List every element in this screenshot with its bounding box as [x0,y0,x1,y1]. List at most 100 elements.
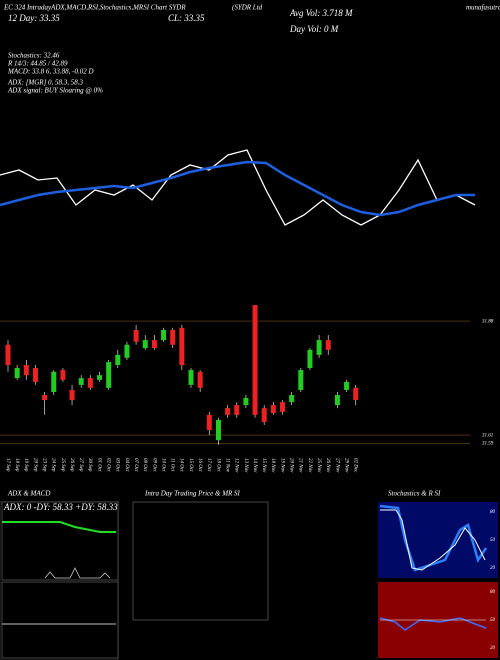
adx-line [2,521,116,533]
x-tick-label: 08 Oct [142,458,147,472]
macd: MACD: 33.8 6, 33.88, -0.02 D [7,68,94,76]
x-tick-label: 25 Nov [316,458,321,473]
close: CL: 33.35 [168,13,205,23]
x-tick-label: 02 Dec [353,458,358,473]
panel-title: Stochastics & R SI [388,490,441,498]
candle-body [23,365,29,376]
sma: 12 Day: 33.35 [8,13,60,23]
x-tick-label: 15 Oct [188,458,193,472]
candle-body [133,329,139,342]
candle-body [252,305,258,415]
candle-body [115,354,121,366]
panel-label: 20 [490,566,496,571]
x-tick-label: 11 Nov [224,458,229,473]
x-tick-label: 04 Oct [124,458,129,472]
panel-label: 50 [490,538,496,543]
panel-title: ADX & MACD [7,490,50,498]
x-tick-label: 27 Sep [78,458,83,472]
r: R 14/3: 44.85 / 42.89 [7,60,68,68]
candle-body [344,381,350,390]
day-vol: Day Vol: 0 M [289,24,339,34]
company: (SYDR Ltd [232,4,263,12]
candle-body [316,340,322,355]
x-tick-label: 19 Nov [279,458,284,473]
candle-body [161,329,167,341]
x-tick-label: 26 Nov [325,458,330,473]
x-tick-label: 13 Nov [243,458,248,473]
x-tick-label: 03 Oct [115,458,120,472]
stoch-d [380,509,486,571]
x-tick-label: 18 Oct [215,458,220,472]
candle-body [225,408,231,415]
site: munafasutra [466,4,500,12]
x-tick-label: 16 Oct [197,458,202,472]
x-tick-label: 02 Oct [106,458,111,472]
x-tick-label: 27 Nov [334,458,339,473]
y-tick-label: 31.88 [482,319,494,324]
candle-body [87,378,93,388]
candle-body [334,395,340,406]
candle-body [5,344,11,366]
header-title: EC 324 IntradayADX,MACD,RSI,Stochastics,… [3,4,186,12]
candle-body [270,405,276,414]
x-tick-label: 24 Sep [51,458,56,472]
intraday-box [132,501,269,621]
candle-body [42,395,48,401]
candle-body [188,370,194,385]
x-tick-label: 25 Sep [60,458,65,472]
candle-body [106,362,112,388]
candle-body [14,367,20,379]
candle-body [142,340,148,349]
candle-body [261,408,267,423]
adx-box [1,501,119,581]
x-tick-label: 22 Nov [307,458,312,473]
stoch-box [378,502,498,578]
x-tick-label: 23 Sep [41,458,46,472]
x-tick-label: 15 Nov [261,458,266,473]
x-tick-label: 17 Oct [206,458,211,472]
candle-body [51,371,57,393]
candle-body [298,370,304,390]
x-tick-label: 12 Nov [234,458,239,473]
x-tick-label: 07 Oct [133,458,138,472]
x-tick-label: 21 Nov [298,458,303,473]
panel-label: 50 [490,618,496,623]
candle-body [206,414,212,431]
price-line [0,160,475,217]
candle-body [170,329,176,345]
candle-body [179,327,185,366]
candle-body [151,340,157,349]
candle-body [78,378,84,385]
x-tick-label: 01 Oct [96,458,101,472]
candle-body [280,402,285,412]
y-tick-label: 31.61 [482,433,493,438]
y-tick-label: 31.59 [482,442,494,447]
adx-signal: ADX signal: BUY Sloaring @ 0% [7,87,103,95]
x-tick-label: 19 Sep [23,458,28,472]
avg-vol: Avg Vol: 3.718 M [289,8,353,18]
x-tick-label: 09 Oct [151,458,156,472]
x-tick-label: 14 Nov [252,458,257,473]
x-tick-label: 11 Oct [170,458,175,472]
panel-label: 20 [490,646,496,651]
candle-body [32,367,38,382]
rsi-line [379,617,487,631]
adx: ADX: [MGR] 0, 58.3, 58.3 [7,79,84,87]
candle-body [325,340,331,350]
x-tick-label: 18 Sep [14,458,19,472]
panel-label: 80 [490,510,496,515]
x-tick-label: 20 Sep [32,458,37,472]
panel-title: Intra Day Trading Price & MR SI [144,490,241,498]
candle-body [97,375,102,380]
price-line [0,149,476,226]
candle-body [215,419,221,441]
candle-body [307,349,313,368]
x-tick-label: 29 Nov [343,458,348,473]
candle-body [197,371,203,388]
x-tick-label: 17 Sep [5,458,10,472]
candle-body [124,344,130,358]
x-tick-label: 10 Oct [160,458,165,472]
candle-body [353,387,359,401]
candle-body [60,370,66,380]
